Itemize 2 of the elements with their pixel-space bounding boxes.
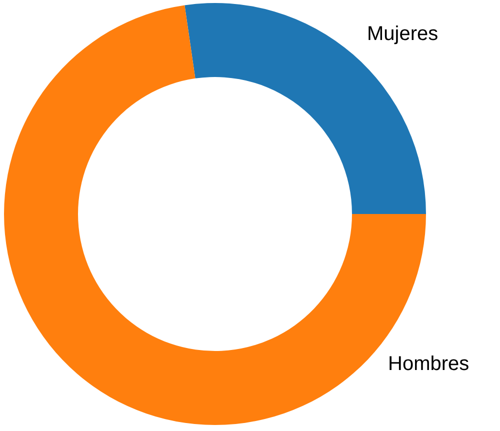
- slice-label: Mujeres: [367, 23, 438, 45]
- slice-label: Hombres: [388, 353, 470, 375]
